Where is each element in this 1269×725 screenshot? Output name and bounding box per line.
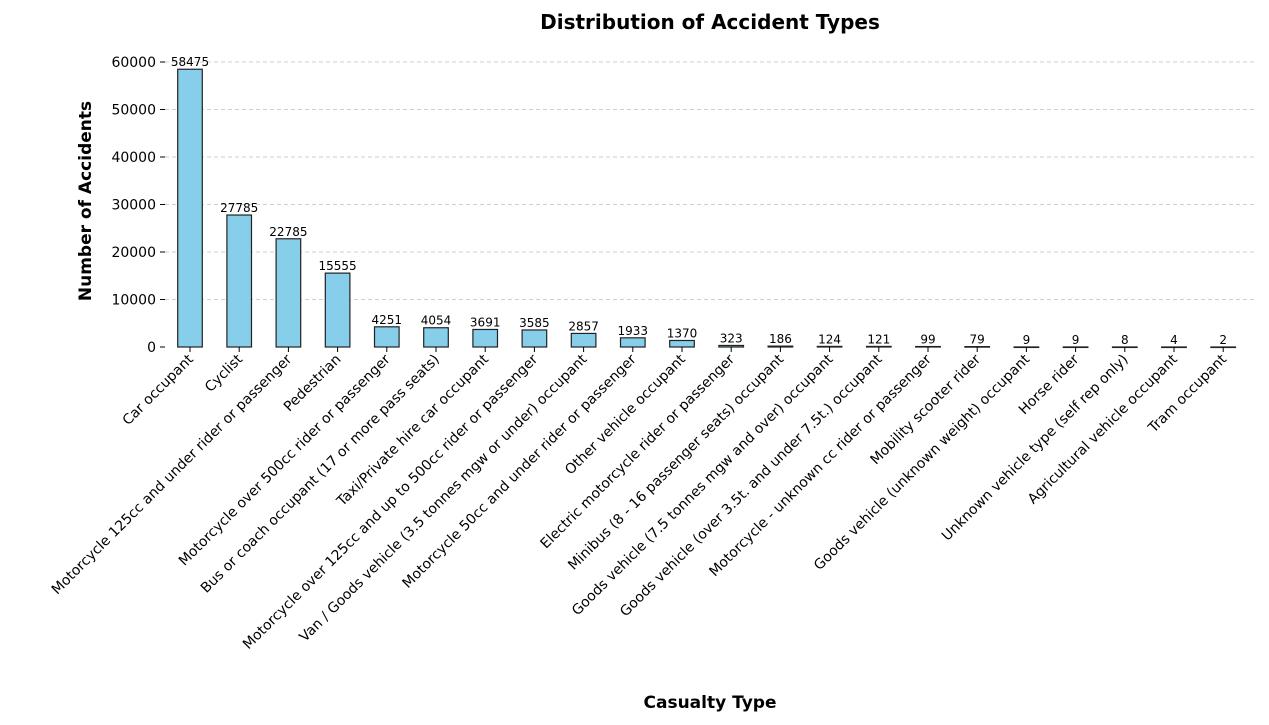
y-tick-label: 60000 <box>111 55 156 71</box>
data-label: 2857 <box>568 319 599 333</box>
data-label: 124 <box>818 332 841 346</box>
y-tick-label: 40000 <box>111 150 156 166</box>
bar <box>226 214 253 348</box>
y-tick-label: 10000 <box>111 293 156 309</box>
x-tick-label: Motorcycle 50cc and under rider or passe… <box>399 351 639 591</box>
y-axis-label: Number of Accidents <box>76 101 96 301</box>
bar <box>177 68 203 348</box>
data-label: 22785 <box>269 225 307 239</box>
bar <box>472 328 499 348</box>
data-label: 323 <box>720 331 743 345</box>
bar <box>423 327 449 348</box>
data-label: 9 <box>1072 333 1080 347</box>
data-label: 4251 <box>372 313 403 327</box>
data-label: 1370 <box>667 326 698 340</box>
bar <box>915 345 941 348</box>
data-labels: 58475 27785 22785 15555 4251 4054 3691 3585 2857… <box>171 55 1227 347</box>
x-tick-label: Unknown vehicle type (self rep only) <box>939 352 1132 545</box>
bar <box>718 344 745 348</box>
bar <box>373 326 400 348</box>
y-tick-label: 30000 <box>111 198 156 214</box>
bar <box>324 272 351 348</box>
data-label: 4 <box>1170 333 1178 347</box>
data-label: 15555 <box>319 259 357 273</box>
bar <box>669 339 695 348</box>
y-tick-label: 0 <box>147 340 156 356</box>
data-label: 4054 <box>421 314 452 328</box>
bar <box>570 332 597 348</box>
data-label: 2 <box>1219 333 1227 347</box>
data-label: 8 <box>1121 333 1129 347</box>
bar <box>619 337 646 348</box>
data-label: 186 <box>769 332 792 346</box>
chart-title: Distribution of Accident Types <box>540 10 880 34</box>
bar <box>816 345 843 348</box>
data-label: 9 <box>1023 333 1031 347</box>
bars <box>177 68 1237 349</box>
bar <box>521 329 548 348</box>
y-tick-label: 20000 <box>111 245 156 261</box>
bar <box>275 238 302 348</box>
data-label: 27785 <box>220 201 258 215</box>
data-label: 1933 <box>618 324 649 338</box>
data-label: 79 <box>970 333 985 347</box>
x-axis-label: Casualty Type <box>644 693 777 713</box>
y-tick-label: 50000 <box>111 103 156 119</box>
data-label: 3585 <box>519 316 550 330</box>
data-label: 99 <box>920 333 935 347</box>
data-label: 121 <box>867 332 890 346</box>
data-label: 3691 <box>470 315 501 329</box>
bar <box>767 345 794 348</box>
bar <box>865 345 892 348</box>
x-tick-label: Cyclist <box>202 351 246 395</box>
x-tick-label: Car occupant <box>120 351 198 429</box>
y-axis: 0 10000 20000 30000 40000 50000 60000 <box>111 55 165 356</box>
data-label: 58475 <box>171 55 209 69</box>
